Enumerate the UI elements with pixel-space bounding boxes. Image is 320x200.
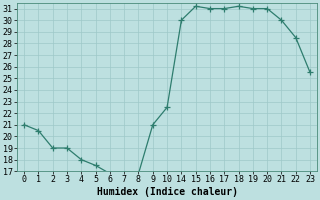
X-axis label: Humidex (Indice chaleur): Humidex (Indice chaleur) xyxy=(97,187,237,197)
